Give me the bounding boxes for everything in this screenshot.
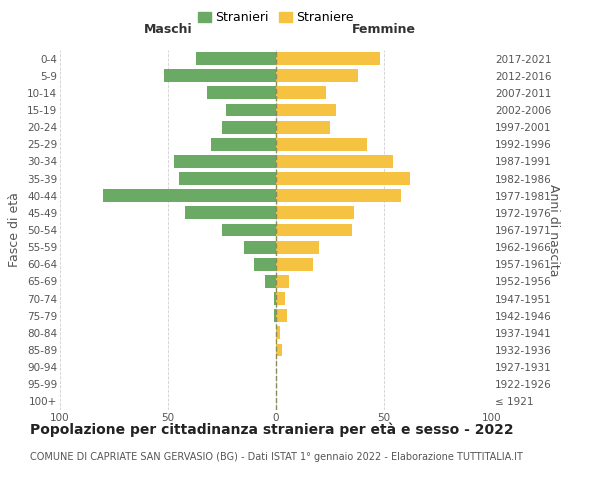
Bar bbox=[254, 258, 276, 270]
Bar bbox=[226, 104, 276, 117]
Bar bbox=[185, 206, 276, 220]
Bar bbox=[276, 258, 313, 270]
Bar bbox=[276, 344, 283, 356]
Text: Maschi: Maschi bbox=[143, 24, 193, 36]
Bar bbox=[276, 104, 337, 117]
Bar bbox=[276, 120, 330, 134]
Bar bbox=[276, 138, 367, 150]
Bar bbox=[276, 70, 358, 82]
Bar bbox=[276, 52, 380, 65]
Bar bbox=[276, 206, 354, 220]
Text: Femmine: Femmine bbox=[352, 24, 416, 36]
Bar bbox=[244, 240, 276, 254]
Bar bbox=[276, 326, 280, 340]
Bar bbox=[276, 172, 410, 185]
Bar bbox=[207, 86, 276, 100]
Bar bbox=[276, 292, 284, 305]
Y-axis label: Fasce di età: Fasce di età bbox=[8, 192, 22, 268]
Bar bbox=[276, 86, 326, 100]
Text: COMUNE DI CAPRIATE SAN GERVASIO (BG) - Dati ISTAT 1° gennaio 2022 - Elaborazione: COMUNE DI CAPRIATE SAN GERVASIO (BG) - D… bbox=[30, 452, 523, 462]
Bar bbox=[276, 224, 352, 236]
Bar bbox=[103, 190, 276, 202]
Bar bbox=[276, 310, 287, 322]
Bar bbox=[175, 155, 276, 168]
Text: Popolazione per cittadinanza straniera per età e sesso - 2022: Popolazione per cittadinanza straniera p… bbox=[30, 422, 514, 437]
Bar bbox=[196, 52, 276, 65]
Y-axis label: Anni di nascita: Anni di nascita bbox=[547, 184, 560, 276]
Bar bbox=[276, 240, 319, 254]
Bar bbox=[179, 172, 276, 185]
Bar bbox=[164, 70, 276, 82]
Bar bbox=[211, 138, 276, 150]
Bar bbox=[274, 292, 276, 305]
Bar bbox=[222, 224, 276, 236]
Bar bbox=[276, 190, 401, 202]
Bar bbox=[222, 120, 276, 134]
Legend: Stranieri, Straniere: Stranieri, Straniere bbox=[196, 8, 356, 26]
Bar bbox=[265, 275, 276, 288]
Bar bbox=[276, 275, 289, 288]
Bar bbox=[274, 310, 276, 322]
Bar bbox=[276, 155, 392, 168]
